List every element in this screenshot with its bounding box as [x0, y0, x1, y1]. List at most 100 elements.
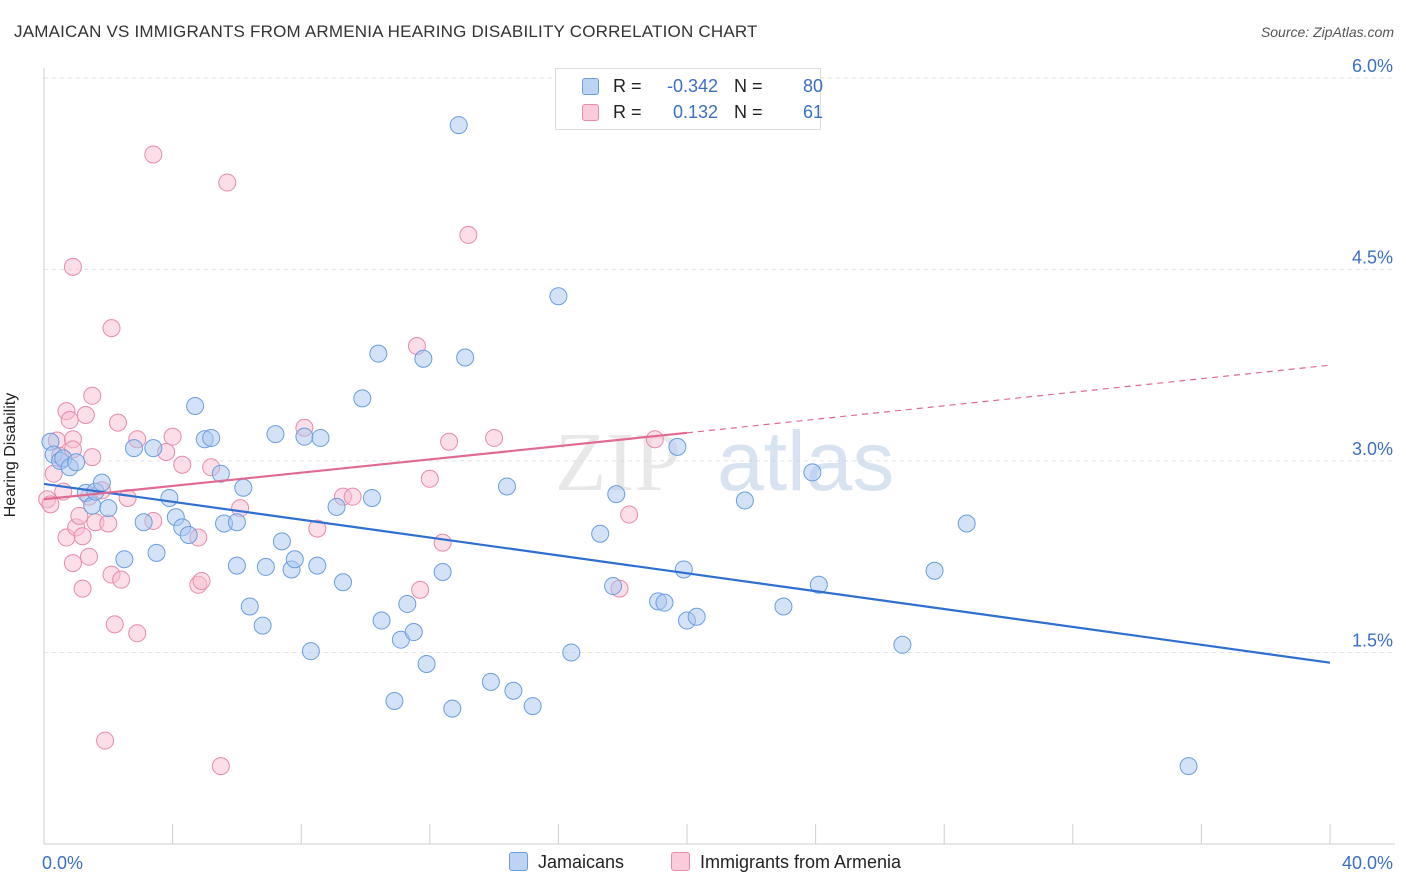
data-point-jamaicans [674, 560, 693, 579]
data-point-jamaicans [369, 344, 388, 363]
data-point-armenia [83, 448, 102, 467]
data-point-jamaicans [327, 497, 346, 516]
data-point-jamaicans [398, 594, 417, 613]
data-point-jamaicans [385, 691, 404, 710]
data-point-armenia [80, 547, 99, 566]
data-point-armenia [73, 579, 92, 598]
data-point-armenia [76, 405, 95, 424]
data-point-jamaicans [774, 597, 793, 616]
y-tick-label: 1.5% [1352, 630, 1393, 650]
data-point-armenia [105, 615, 124, 634]
data-point-jamaicans [803, 463, 822, 482]
legend-swatch-armenia [671, 852, 690, 871]
data-point-armenia [459, 225, 478, 244]
data-point-jamaicans [295, 427, 314, 446]
data-point-armenia [343, 487, 362, 506]
legend-n-label: N = [734, 76, 763, 96]
data-point-jamaicans [497, 477, 516, 496]
y-tick-label: 3.0% [1352, 439, 1393, 459]
tick-labels: 1.5% 3.0% 4.5% 6.0% 0.0% 40.0% [42, 56, 1393, 873]
legend-label-armenia: Immigrants from Armenia [700, 852, 902, 872]
data-point-jamaicans [227, 513, 246, 532]
x-tick-label: 0.0% [42, 853, 83, 873]
data-point-jamaicans [607, 485, 626, 504]
data-point-armenia [108, 413, 127, 432]
data-point-jamaicans [809, 575, 828, 594]
data-point-jamaicans [186, 397, 205, 416]
axes [43, 68, 1395, 845]
data-point-jamaicans [92, 473, 111, 492]
data-point-armenia [112, 570, 131, 589]
data-point-armenia [645, 430, 664, 449]
data-point-jamaicans [1179, 757, 1198, 776]
data-point-jamaicans [67, 453, 86, 472]
legend-item-armenia: Immigrants from Armenia [671, 852, 901, 873]
y-tick-label: 4.5% [1352, 247, 1393, 267]
legend-n-value: 80 [802, 76, 823, 96]
data-point-armenia [420, 469, 439, 488]
data-point-jamaicans [735, 491, 754, 510]
legend-label-jamaicans: Jamaicans [538, 852, 625, 872]
data-point-jamaicans [562, 643, 581, 662]
data-point-armenia [485, 428, 504, 447]
trend-line-armenia-extension [686, 364, 1331, 434]
data-point-jamaicans [404, 623, 423, 642]
data-point-jamaicans [456, 348, 475, 367]
data-point-jamaicans [433, 563, 452, 582]
data-point-armenia [144, 145, 163, 164]
chart-title: JAMAICAN VS IMMIGRANTS FROM ARMENIA HEAR… [14, 22, 758, 41]
data-point-jamaicans [147, 543, 166, 562]
legend-n-value: 61 [802, 102, 823, 122]
data-point-jamaicans [333, 573, 352, 592]
data-point-armenia [218, 173, 237, 192]
data-point-jamaicans [604, 577, 623, 596]
series-jamaicans-points [41, 116, 1198, 776]
legend-n-label: N = [734, 102, 763, 122]
data-point-jamaicans [417, 654, 436, 673]
data-point-jamaicans [272, 532, 291, 551]
trend-line-armenia [43, 431, 688, 501]
data-point-jamaicans [125, 439, 144, 458]
stats-legend: R = -0.342 N = 80 R = 0.132 N = 61 [555, 68, 823, 130]
data-point-jamaicans [308, 556, 327, 575]
data-point-armenia [83, 386, 102, 405]
data-point-jamaicans [179, 525, 198, 544]
data-point-armenia [411, 580, 430, 599]
data-point-jamaicans [353, 389, 372, 408]
legend-r-value: -0.342 [666, 76, 718, 96]
data-point-jamaicans [687, 607, 706, 626]
data-point-jamaicans [253, 616, 272, 635]
data-point-armenia [211, 757, 230, 776]
data-point-jamaicans [301, 642, 320, 661]
legend-swatch-jamaicans [582, 78, 599, 95]
data-point-jamaicans [211, 464, 230, 483]
data-point-armenia [163, 427, 182, 446]
data-point-jamaicans [443, 699, 462, 718]
data-point-armenia [128, 624, 147, 643]
data-point-armenia [73, 527, 92, 546]
chart-source: Source: ZipAtlas.com [1260, 24, 1394, 40]
x-tick-label: 40.0% [1342, 853, 1393, 873]
legend-r-label: R = [613, 76, 642, 96]
data-point-jamaicans [504, 681, 523, 700]
data-point-jamaicans [668, 437, 687, 456]
grid-lines [44, 77, 1395, 653]
data-point-armenia [70, 506, 89, 525]
legend-r-value: 0.132 [672, 102, 718, 122]
legend-item-jamaicans: Jamaicans [509, 852, 624, 873]
data-point-jamaicans [591, 524, 610, 543]
data-point-jamaicans [256, 557, 275, 576]
data-point-jamaicans [549, 287, 568, 306]
data-point-jamaicans [893, 635, 912, 654]
data-point-armenia [118, 488, 137, 507]
legend-r-label: R = [613, 102, 642, 122]
data-point-armenia [173, 455, 192, 474]
data-point-armenia [96, 731, 115, 750]
data-point-jamaicans [227, 556, 246, 575]
trend-lines [43, 364, 1331, 664]
data-point-jamaicans [481, 672, 500, 691]
watermark: ZIP atlas [555, 414, 894, 509]
data-point-jamaicans [266, 425, 285, 444]
legend-swatch-jamaicans [509, 852, 528, 871]
data-point-armenia [102, 319, 121, 338]
